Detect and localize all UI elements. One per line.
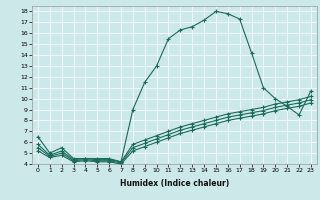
- X-axis label: Humidex (Indice chaleur): Humidex (Indice chaleur): [120, 179, 229, 188]
